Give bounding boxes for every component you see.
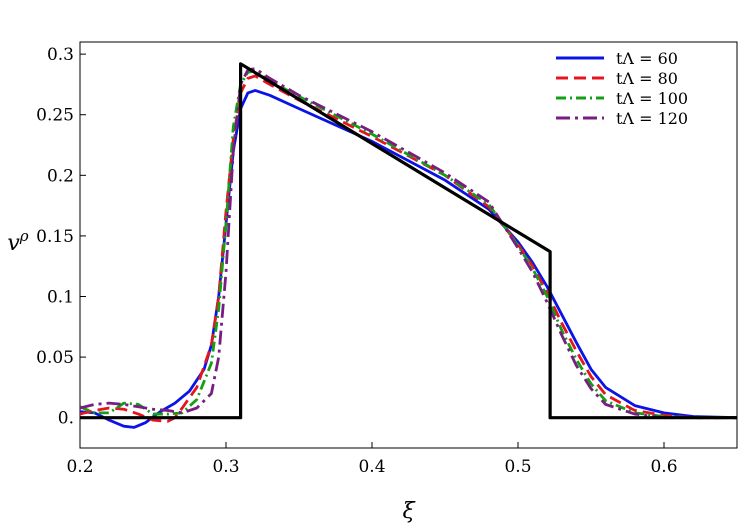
legend-label: tΛ = 60 bbox=[616, 49, 678, 68]
legend-label: tΛ = 120 bbox=[616, 109, 688, 128]
legend-label: tΛ = 100 bbox=[616, 89, 688, 108]
series-layer bbox=[80, 62, 737, 429]
x-tick-label: 0.5 bbox=[504, 457, 531, 477]
series-line-3 bbox=[80, 69, 737, 420]
x-tick-label: 0.4 bbox=[358, 457, 385, 477]
plot-frame bbox=[79, 41, 738, 449]
y-axis-label: vρ bbox=[7, 227, 28, 256]
series-line-2 bbox=[80, 74, 737, 423]
y-tick-label: 0.15 bbox=[36, 227, 74, 247]
axis-ticks: 0.2 0.3 0.4 0.5 0.6 0. 0.05 0.1 0.15 0.2 0.25 0.3 bbox=[36, 45, 677, 477]
y-tick-label: 0. bbox=[58, 409, 74, 429]
series-line-1 bbox=[80, 89, 737, 429]
x-axis-label: ξ bbox=[402, 499, 416, 524]
legend-label: tΛ = 80 bbox=[616, 69, 678, 88]
analytic-solution-line bbox=[80, 62, 737, 420]
y-tick-label: 0.3 bbox=[47, 45, 74, 65]
x-tick-label: 0.3 bbox=[212, 457, 239, 477]
x-tick-label: 0.2 bbox=[66, 457, 93, 477]
x-tick-label: 0.6 bbox=[650, 457, 677, 477]
y-tick-label: 0.1 bbox=[47, 288, 74, 308]
y-tick-label: 0.05 bbox=[36, 348, 74, 368]
y-tick-label: 0.25 bbox=[36, 106, 74, 126]
series-line-4 bbox=[80, 67, 737, 420]
y-tick-label: 0.2 bbox=[47, 166, 74, 186]
